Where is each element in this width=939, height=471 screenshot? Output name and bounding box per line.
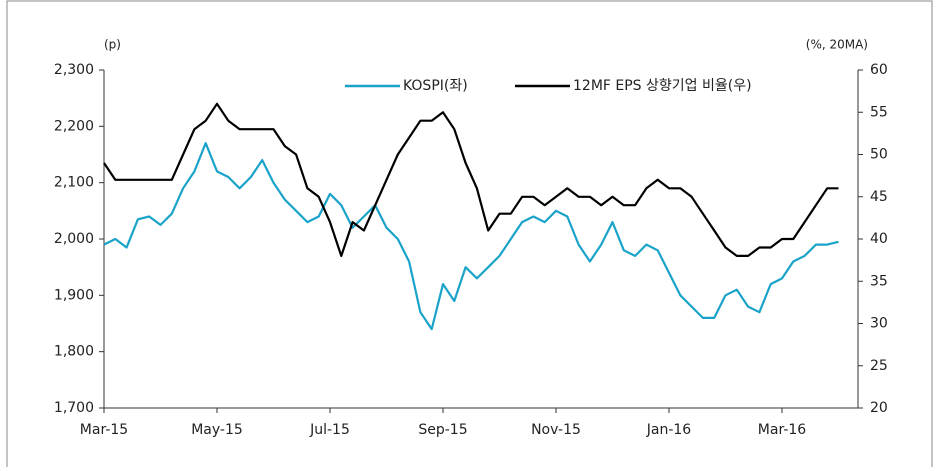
y2-tick-label: 35: [870, 273, 888, 289]
series-line: [103, 142, 839, 331]
y-tick-label: 1,900: [54, 287, 94, 303]
x-tick-label: Jan-16: [646, 422, 692, 438]
x-tick-label: May-15: [191, 422, 243, 438]
x-tick-label: Mar-15: [80, 422, 128, 438]
x-tick-label: Jul-15: [309, 422, 350, 438]
y2-tick-label: 30: [870, 316, 888, 332]
y2-tick-label: 40: [870, 231, 888, 247]
y-tick-label: 2,300: [54, 62, 94, 78]
frame: [6, 0, 933, 471]
x-tick-label: Sep-15: [418, 422, 467, 438]
series-line: [103, 102, 839, 257]
y-tick-label: 2,000: [54, 231, 94, 247]
y2-tick-label: 60: [870, 62, 888, 78]
y2-tick-label: 50: [870, 147, 888, 163]
y2-axis-unit: (%, 20MA): [806, 38, 868, 52]
legend-label: KOSPI(좌): [403, 78, 468, 94]
y2-tick-label: 25: [870, 358, 888, 374]
y-tick-label: 1,700: [54, 400, 94, 416]
y2-tick-label: 55: [870, 104, 888, 120]
x-tick-label: Mar-16: [758, 422, 806, 438]
y2-tick-label: 20: [870, 400, 888, 416]
y-axis-unit: (p): [104, 38, 121, 52]
y-tick-label: 1,800: [54, 344, 94, 360]
y-tick-label: 2,100: [54, 175, 94, 191]
y-tick-label: 2,200: [54, 118, 94, 134]
y2-tick-label: 45: [870, 189, 888, 205]
legend-label: 12MF EPS 상향기업 비율(우): [573, 78, 752, 94]
x-tick-label: Nov-15: [531, 422, 581, 438]
